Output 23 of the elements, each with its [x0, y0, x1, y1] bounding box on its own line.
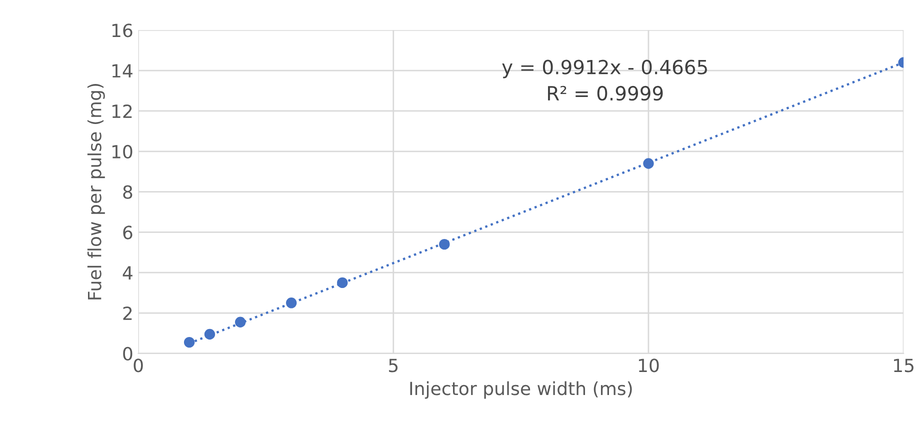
x-tick-label: 5 [389, 358, 398, 372]
point [204, 328, 216, 340]
y-tick-label: 2 [123, 306, 132, 320]
y-tick-label: 6 [123, 226, 132, 240]
y-tick-label: 12 [112, 104, 132, 118]
y-axis-title: Fuel flow per pulse (mg) [87, 84, 105, 300]
point [439, 238, 450, 250]
point [184, 336, 195, 348]
point [286, 298, 297, 308]
point [643, 158, 654, 169]
point [234, 316, 246, 328]
y-tick-label: 10 [112, 144, 132, 159]
x-tick-label: 10 [638, 358, 659, 372]
y-tick-label: 16 [112, 24, 132, 38]
y-tick-label: 0 [123, 346, 132, 361]
x-axis-title: Injector pulse width (ms) [410, 381, 632, 399]
y-tick-label: 14 [112, 64, 132, 78]
y-tick-label: 8 [123, 185, 132, 199]
annotation: y = 0.9912x - 0.4665 R² = 0.9999 [502, 60, 707, 101]
y-tick-label: 4 [122, 266, 132, 280]
x-tick-label: 0 [134, 358, 143, 372]
x-tick-label: 15 [894, 358, 914, 372]
point [337, 277, 348, 288]
